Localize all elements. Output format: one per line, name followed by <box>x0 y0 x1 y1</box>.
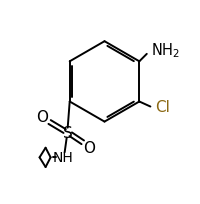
Text: Cl: Cl <box>155 100 169 114</box>
Text: NH$_2$: NH$_2$ <box>150 41 179 59</box>
Text: O: O <box>36 110 48 124</box>
Text: O: O <box>83 140 95 155</box>
Text: NH: NH <box>52 150 73 164</box>
Text: S: S <box>63 125 72 141</box>
